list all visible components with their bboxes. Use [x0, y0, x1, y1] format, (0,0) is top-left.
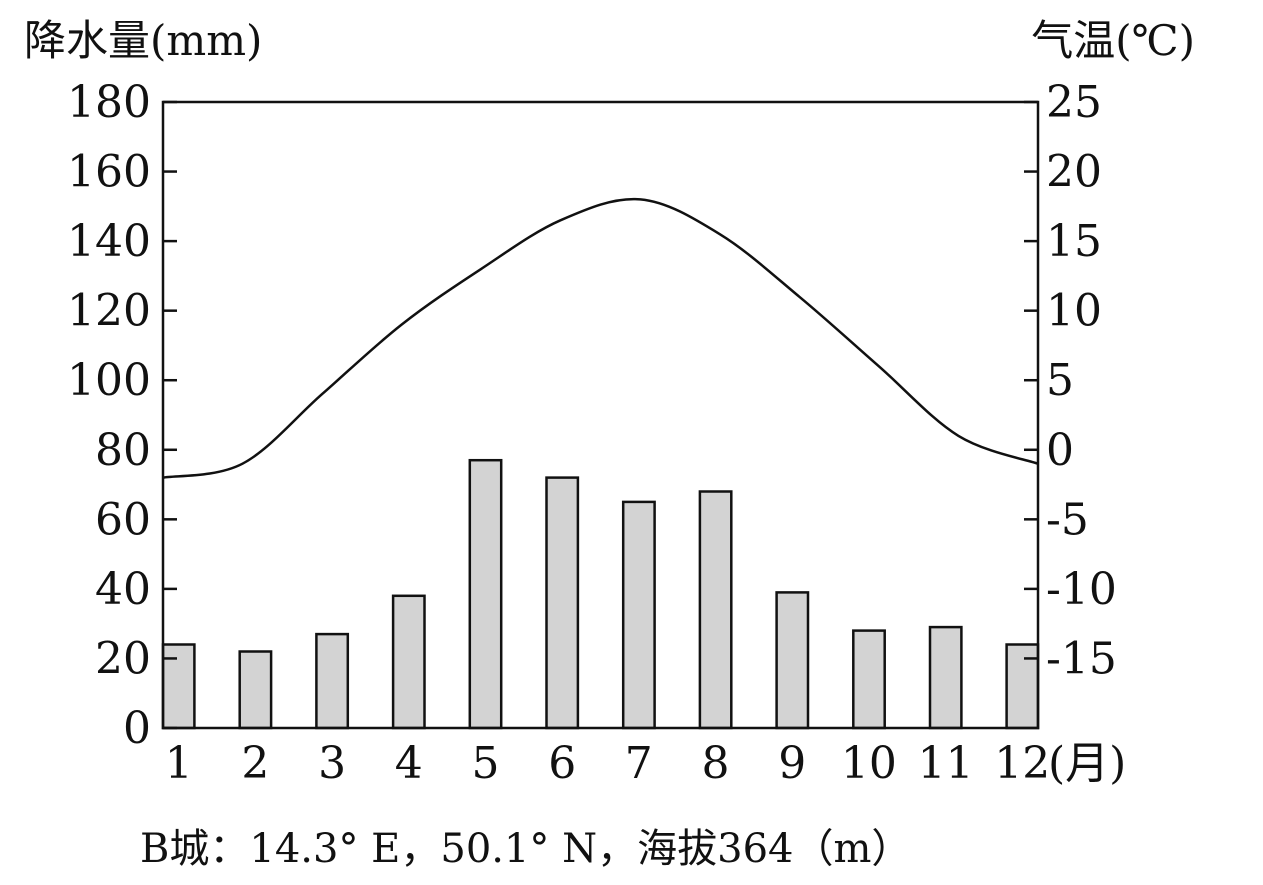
right-tick-label: 5 [1046, 355, 1074, 406]
right-axis-label: 气温(℃) [1031, 16, 1195, 65]
precip-bar [621, 500, 656, 730]
left-tick-label: 60 [95, 494, 151, 545]
x-tick-label: 11 [918, 738, 974, 789]
left-tick-label: 140 [67, 216, 151, 267]
left-tick-label: 40 [95, 564, 151, 615]
right-tick-label: -10 [1046, 564, 1117, 615]
x-tick-label: 1 [165, 738, 193, 789]
precip-bar [698, 490, 733, 730]
left-tick-label: 160 [67, 147, 151, 198]
right-tick-label: 15 [1046, 216, 1102, 267]
left-axis-label: 降水量(mm) [24, 16, 262, 65]
x-tick-label: 12 [994, 738, 1050, 789]
right-tick-label: 25 [1046, 77, 1102, 128]
precip-bar [775, 591, 810, 730]
x-tick-label: 6 [548, 738, 576, 789]
right-tick-label: 0 [1046, 425, 1074, 476]
precip-bar [315, 632, 350, 730]
x-tick-label: 8 [702, 738, 730, 789]
precip-bar [468, 458, 503, 730]
right-tick-label: 20 [1046, 147, 1102, 198]
x-axis-ticks: 1 2 3 4 5 6 7 8 9 10 11 12 [165, 738, 1051, 789]
left-axis-ticks: 0 20 40 60 80 100 120 140 160 180 [67, 77, 177, 754]
x-tick-label: 10 [841, 738, 897, 789]
left-tick-label: 120 [67, 286, 151, 337]
x-tick-label: 9 [778, 738, 806, 789]
precip-bar [391, 594, 426, 730]
precip-bar [852, 629, 886, 730]
precip-bar [928, 625, 963, 730]
right-tick-label: -15 [1046, 633, 1117, 684]
left-tick-label: 20 [95, 633, 151, 684]
right-tick-label: 10 [1046, 286, 1102, 337]
left-tick-label: 0 [123, 703, 151, 754]
chart-caption: B城：14.3° E，50.1° N，海拔364（m） [140, 826, 911, 872]
x-tick-label: 4 [395, 738, 423, 789]
left-tick-label: 100 [67, 355, 151, 406]
plot-frame [161, 100, 1040, 730]
precipitation-bars [161, 458, 1040, 730]
left-tick-label: 80 [95, 425, 151, 476]
x-tick-label: 5 [472, 738, 500, 789]
x-tick-label: 3 [318, 738, 346, 789]
x-axis-unit: (月) [1048, 738, 1126, 789]
precip-bar [161, 643, 196, 730]
right-axis-ticks: -15 -10 -5 0 5 10 15 20 25 [1024, 77, 1117, 684]
left-tick-label: 180 [67, 77, 151, 128]
temperature-line [162, 197, 1039, 479]
right-tick-label: -5 [1046, 494, 1089, 545]
x-tick-label: 7 [625, 738, 653, 789]
x-tick-label: 2 [241, 738, 269, 789]
precip-bar [1005, 643, 1040, 730]
precip-bar [238, 650, 273, 730]
precip-bar [545, 476, 580, 730]
temperature-line-group [162, 197, 1039, 479]
